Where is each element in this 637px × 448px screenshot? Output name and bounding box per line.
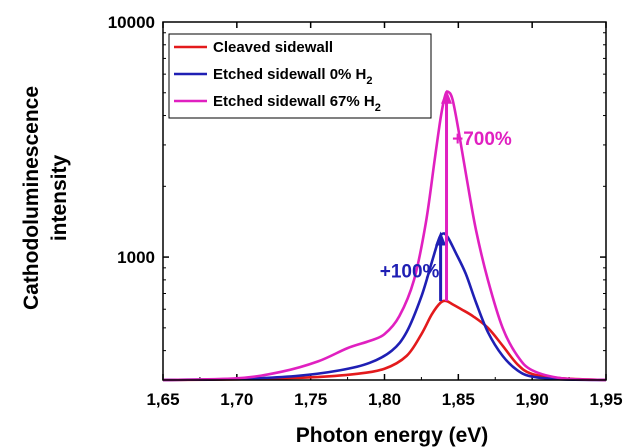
- tick-labels: 1,65 1,70 1,75 1,80 1,85 1,90 1,95 1000 10000: [108, 13, 623, 409]
- y-axis-label-line2: intensity: [48, 155, 71, 242]
- legend-label-cleaved: Cleaved sidewall: [213, 39, 333, 56]
- legend-label-etched-67: Etched sidewall 67% H2: [213, 93, 381, 114]
- percent-annotation: +100%: [380, 261, 440, 282]
- x-tick-label: 1,65: [146, 390, 179, 409]
- x-tick-label: 1,75: [294, 390, 327, 409]
- x-axis-label: Photon energy (eV): [296, 424, 489, 447]
- plot-frame: [162, 21, 607, 381]
- growth-arrow-head: [441, 89, 453, 104]
- x-tick-label: 1,85: [442, 390, 475, 409]
- y-axis-label-line1: Cathodoluminescence: [20, 86, 43, 310]
- x-tick-label: 1,70: [220, 390, 253, 409]
- series-line-cleaved: [162, 299, 607, 382]
- growth-arrow-head: [435, 231, 447, 246]
- x-tick-label: 1,95: [589, 390, 622, 409]
- x-tick-label: 1,80: [368, 390, 401, 409]
- growth-arrows: [435, 89, 453, 302]
- annotations: +100% +700%: [380, 129, 512, 282]
- legend-box: [168, 33, 432, 119]
- series-layer: [162, 90, 607, 382]
- y-tick-label: 1000: [117, 248, 155, 267]
- series-line-etched-67: [162, 90, 607, 382]
- series-line-etched-0: [162, 232, 607, 382]
- percent-annotation: +700%: [452, 129, 512, 150]
- x-tick-label: 1,90: [516, 390, 549, 409]
- legend-label-etched-0: Etched sidewall 0% H2: [213, 66, 373, 87]
- legend: Cleaved sidewall Etched sidewall 0% H2 Etc…: [168, 33, 432, 119]
- y-tick-label: 10000: [108, 13, 155, 32]
- legend-items: Cleaved sidewall Etched sidewall 0% H2 Etc…: [174, 39, 381, 114]
